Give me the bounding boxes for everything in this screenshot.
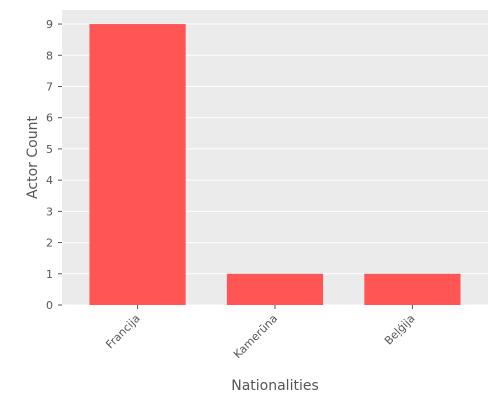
bars	[89, 24, 461, 306]
y-tick-label: 1	[46, 268, 53, 281]
y-axis-ticks: 0 1 2 3 4 5 6 7 8 9	[46, 18, 62, 312]
y-tick-label: 7	[46, 80, 53, 93]
x-tick-label: Beļģija	[382, 312, 418, 348]
bar-3	[364, 273, 461, 305]
bar-1	[89, 24, 186, 306]
y-tick-label: 0	[46, 299, 53, 312]
y-axis-label: Actor Count	[25, 116, 41, 199]
y-tick-label: 8	[46, 49, 53, 62]
y-tick-label: 6	[46, 112, 53, 125]
y-tick-label: 9	[46, 18, 53, 31]
y-tick-label: 3	[46, 205, 53, 218]
x-axis-ticks: Francija Kamerūna Beļģija	[103, 305, 418, 361]
y-tick-label: 5	[46, 143, 53, 156]
x-axis-label: Nationalities	[231, 378, 319, 394]
y-tick-label: 4	[46, 174, 53, 187]
x-tick-label: Francija	[103, 312, 142, 351]
bar-2	[226, 273, 324, 305]
y-tick-label: 2	[46, 237, 53, 250]
x-tick-label: Kamerūna	[231, 312, 280, 361]
